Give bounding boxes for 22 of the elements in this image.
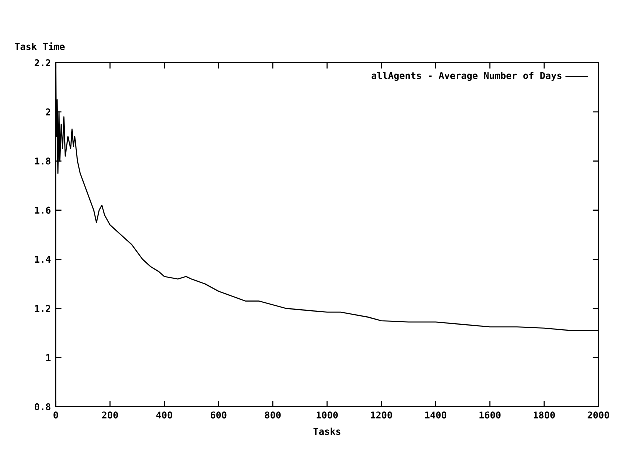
y-tick-label: 1.8 [35,158,51,165]
y-tick-label: 0.8 [34,403,51,411]
y-tick-label: 2 [46,108,50,116]
y-tick-label: 1.4 [35,256,51,263]
y-axis-title: Task Time [15,42,65,50]
y-tick-label: 1.6 [35,206,51,214]
y-tick-label: 1.2 [35,305,50,312]
legend-label: allAgents - Average Number of Days [372,72,562,82]
x-tick-label: 800 [265,412,281,419]
x-tick-label: 400 [156,412,172,419]
x-tick-label: 1800 [534,412,556,419]
x-tick-label: 2000 [588,412,610,419]
y-tick-label: 2.2 [34,60,50,66]
x-tick-label: 1600 [480,412,501,419]
x-tick-label: 0 [54,412,58,419]
x-tick-label: 600 [210,412,227,419]
x-tick-label: 200 [102,412,118,419]
y-tick-label: 1 [46,354,51,362]
x-tick-label: 1400 [425,412,447,419]
x-axis-title: Tasks [314,428,341,436]
x-tick-label: 1200 [371,412,392,419]
x-tick-label: 1000 [316,412,338,419]
